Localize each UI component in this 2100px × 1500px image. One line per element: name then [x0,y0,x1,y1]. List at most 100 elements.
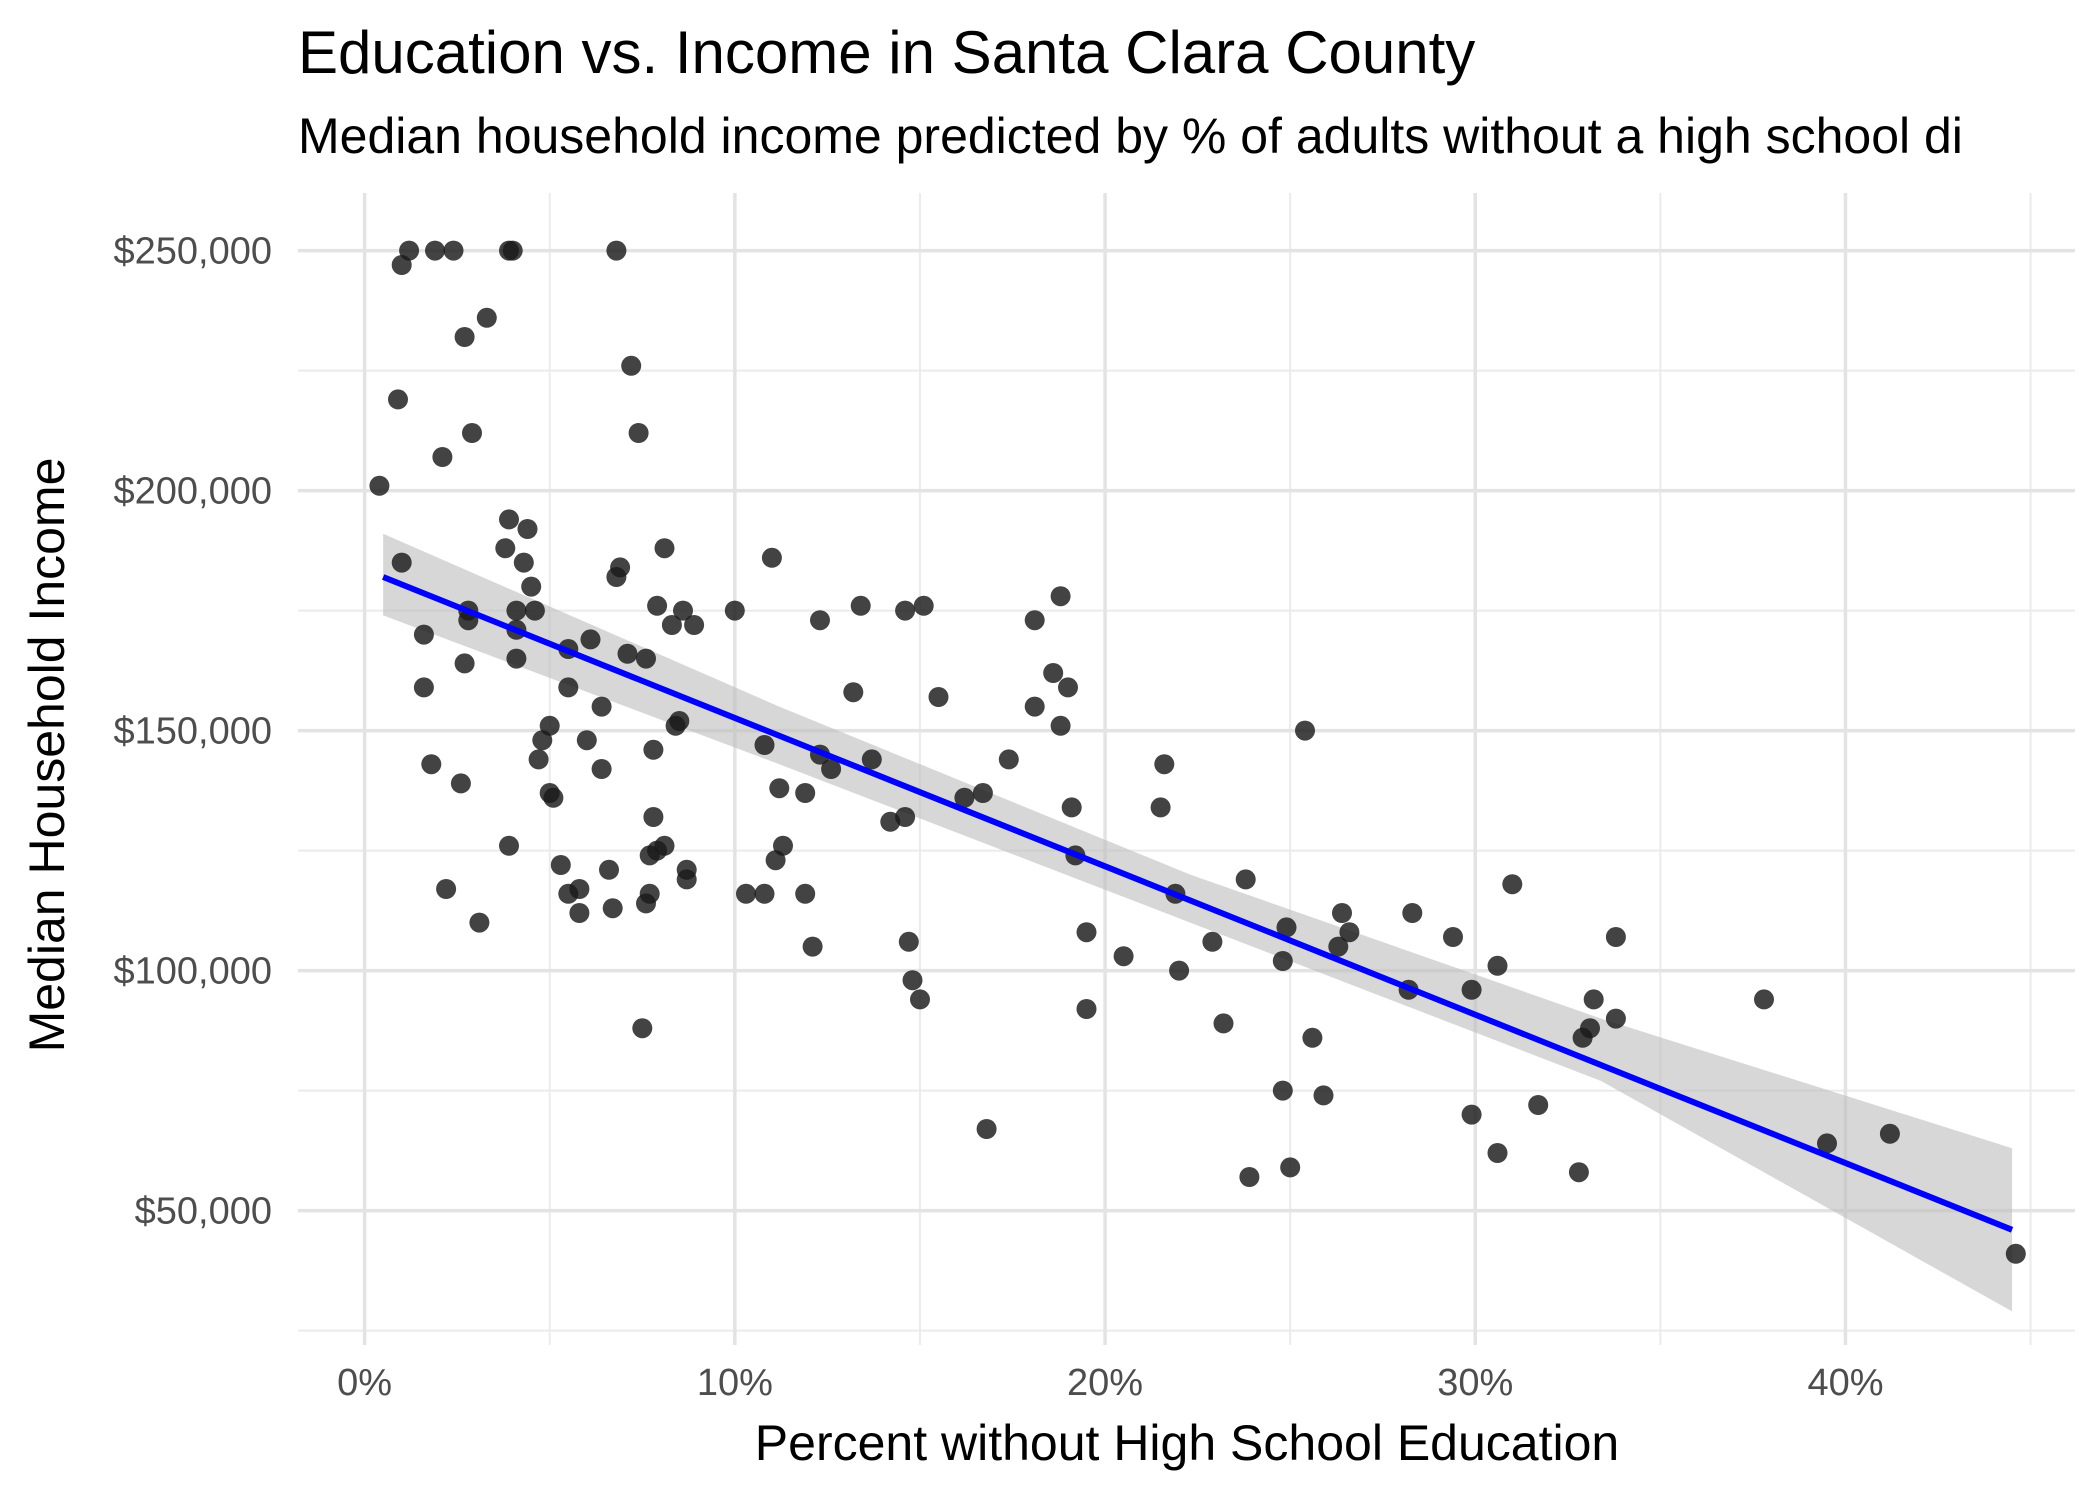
data-point-11 [621,355,642,376]
data-point-95 [676,869,697,890]
data-point-106 [639,883,660,904]
data-point-129 [1583,989,1604,1010]
y-tick-label-0: $50,000 [135,1191,272,1233]
data-points [369,240,2026,1264]
trend-line [382,574,2014,1233]
trend-line-layer [382,574,2014,1233]
data-point-17 [495,538,516,559]
data-point-34 [895,600,916,621]
data-point-74 [769,778,790,799]
y-tick-label-1: $100,000 [114,951,273,993]
data-point-124 [1169,960,1190,981]
data-point-81 [1061,797,1082,818]
data-point-38 [810,610,830,631]
data-point-85 [499,835,519,856]
data-point-138 [1272,1080,1293,1101]
data-point-97 [1502,874,1523,895]
data-point-93 [599,859,619,880]
data-point-65 [528,749,549,770]
data-point-8 [388,389,408,410]
data-point-130 [1754,989,1774,1010]
data-point-15 [499,509,519,530]
data-point-24 [521,576,542,597]
data-point-122 [1272,951,1293,971]
data-point-98 [436,879,457,899]
data-point-42 [580,629,601,650]
data-point-100 [569,879,590,899]
confidence-band [383,533,2013,1312]
data-point-117 [898,931,919,952]
data-point-3 [425,240,445,261]
data-point-109 [1332,903,1352,923]
data-point-68 [998,749,1019,770]
data-point-47 [454,653,475,674]
data-point-119 [1328,936,1349,957]
data-point-77 [795,783,816,803]
data-point-30 [524,600,545,621]
y-tick-label-3: $200,000 [114,471,273,513]
data-point-48 [1043,663,1064,683]
y-tick-label-4: $250,000 [114,231,273,273]
data-point-7 [606,240,627,261]
data-point-131 [1076,999,1097,1019]
data-point-102 [754,883,775,904]
data-point-27 [913,595,934,616]
data-point-10 [476,307,497,328]
data-point-145 [1487,1143,1508,1163]
data-point-25 [1050,586,1071,607]
data-point-108 [602,898,623,919]
data-point-50 [558,677,579,698]
y-tick-label-2: $150,000 [114,711,273,753]
data-point-31 [647,595,668,616]
data-point-92 [550,855,571,875]
data-point-132 [1605,1008,1626,1029]
data-point-96 [1235,869,1256,890]
data-point-149 [2005,1243,2026,1264]
data-point-37 [684,615,705,635]
data-point-55 [1024,696,1045,717]
data-point-14 [432,447,453,467]
data-point-33 [724,600,745,621]
data-point-137 [1302,1027,1323,1048]
data-point-20 [513,552,534,573]
data-point-59 [1050,715,1071,736]
data-point-9 [454,327,475,347]
data-point-115 [1443,927,1463,947]
data-point-125 [902,970,923,991]
data-point-123 [1487,955,1508,976]
data-point-26 [850,595,871,616]
chart-subtitle: Median household income predicted by % o… [298,108,1963,164]
data-point-53 [928,687,949,707]
data-point-62 [576,730,597,751]
data-point-44 [617,643,638,664]
data-point-32 [673,600,693,621]
x-tick-label-3: 30% [1437,1362,1513,1404]
data-point-80 [1150,797,1171,818]
y-axis-ticks: $50,000 $100,000 $150,000 $200,000 $250,000 [114,231,273,1233]
data-point-141 [1461,1104,1482,1125]
data-point-140 [1528,1095,1549,1115]
data-point-19 [391,552,412,573]
data-point-12 [462,423,482,443]
data-point-101 [736,883,756,904]
data-point-46 [506,648,527,669]
data-point-111 [469,912,490,933]
data-point-71 [821,759,842,779]
data-point-41 [413,624,434,645]
confidence-band-layer [383,533,2013,1312]
data-point-61 [532,730,553,751]
data-point-72 [1154,754,1175,775]
data-point-147 [1239,1167,1260,1187]
data-point-73 [450,773,471,794]
data-point-121 [1113,946,1134,967]
data-point-4 [443,240,464,261]
y-axis-title: Median Household Income [19,458,75,1053]
data-point-148 [1568,1162,1589,1183]
data-point-63 [754,735,775,755]
data-point-133 [1213,1013,1234,1034]
data-point-70 [591,759,612,779]
data-point-52 [1058,677,1078,698]
x-tick-label-4: 40% [1807,1362,1883,1404]
data-point-116 [1605,927,1626,947]
data-point-67 [861,749,882,770]
